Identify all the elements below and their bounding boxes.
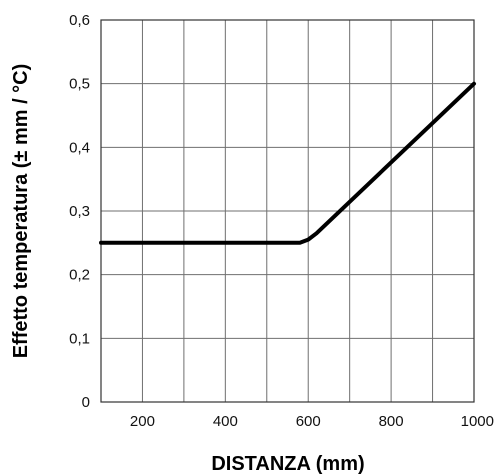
series bbox=[99, 81, 476, 245]
y-tick-label: 0,5 bbox=[69, 76, 90, 93]
x-tick-label: 600 bbox=[296, 413, 321, 430]
x-tick-label: 200 bbox=[130, 413, 155, 430]
x-axis-title: DISTANZA (mm) bbox=[211, 453, 364, 475]
y-tick-label: 0,6 bbox=[69, 12, 90, 29]
x-tick-label: 1000 bbox=[461, 413, 494, 430]
y-tick-label: 0,2 bbox=[69, 267, 90, 284]
y-tick-label: 0,4 bbox=[69, 139, 90, 156]
y-tick-label: 0,1 bbox=[69, 330, 90, 347]
grid bbox=[101, 20, 474, 402]
x-tick-label: 400 bbox=[213, 413, 238, 430]
x-tick-labels: 200 400 600 800 1000 bbox=[130, 413, 494, 430]
y-tick-label: 0,3 bbox=[69, 203, 90, 220]
plot-frame bbox=[100, 19, 475, 403]
y-tick-labels: 0 0,1 0,2 0,3 0,4 0,5 0,6 bbox=[69, 12, 90, 411]
y-axis-title: Effetto temperatura (± mm / °C) bbox=[10, 64, 32, 359]
x-tick-label: 800 bbox=[379, 413, 404, 430]
y-tick-label: 0 bbox=[82, 394, 90, 411]
series-line bbox=[99, 81, 476, 245]
